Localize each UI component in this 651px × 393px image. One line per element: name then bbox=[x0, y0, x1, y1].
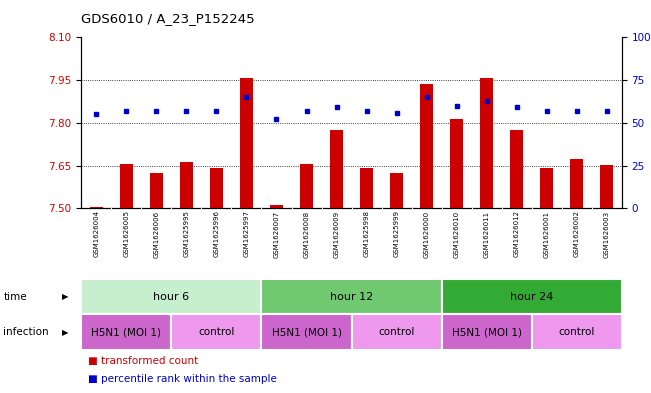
Text: H5N1 (MOI 1): H5N1 (MOI 1) bbox=[452, 327, 521, 337]
Text: GSM1626002: GSM1626002 bbox=[574, 210, 579, 257]
Text: GSM1626001: GSM1626001 bbox=[544, 210, 549, 257]
Bar bbox=[210, 167, 223, 208]
Bar bbox=[270, 205, 283, 208]
Text: GSM1626012: GSM1626012 bbox=[514, 210, 519, 257]
Text: ▶: ▶ bbox=[62, 328, 68, 336]
Bar bbox=[180, 162, 193, 208]
Text: ▶: ▶ bbox=[62, 292, 68, 301]
Bar bbox=[120, 164, 133, 208]
Bar bbox=[570, 159, 583, 208]
Text: GSM1626006: GSM1626006 bbox=[154, 210, 159, 257]
Bar bbox=[81, 279, 262, 314]
Text: GSM1626005: GSM1626005 bbox=[124, 210, 130, 257]
Text: GSM1625997: GSM1625997 bbox=[243, 210, 249, 257]
Text: H5N1 (MOI 1): H5N1 (MOI 1) bbox=[91, 327, 161, 337]
Bar bbox=[360, 167, 373, 208]
Text: H5N1 (MOI 1): H5N1 (MOI 1) bbox=[271, 327, 342, 337]
Text: control: control bbox=[199, 327, 234, 337]
Text: infection: infection bbox=[3, 327, 49, 337]
Bar bbox=[441, 279, 622, 314]
Text: hour 24: hour 24 bbox=[510, 292, 553, 302]
Text: GSM1625998: GSM1625998 bbox=[363, 210, 370, 257]
Text: GSM1625999: GSM1625999 bbox=[394, 210, 400, 257]
Bar bbox=[352, 314, 441, 350]
Bar bbox=[540, 167, 553, 208]
Text: GSM1626007: GSM1626007 bbox=[273, 210, 279, 257]
Text: GSM1626010: GSM1626010 bbox=[454, 210, 460, 257]
Bar bbox=[262, 279, 441, 314]
Bar bbox=[262, 314, 352, 350]
Text: GSM1625996: GSM1625996 bbox=[214, 210, 219, 257]
Text: GSM1626004: GSM1626004 bbox=[93, 210, 100, 257]
Bar bbox=[600, 165, 613, 208]
Text: control: control bbox=[559, 327, 595, 337]
Text: GSM1626009: GSM1626009 bbox=[333, 210, 340, 257]
Bar bbox=[390, 173, 404, 208]
Bar bbox=[420, 84, 434, 208]
Text: ■ transformed count: ■ transformed count bbox=[88, 356, 198, 366]
Text: GSM1626008: GSM1626008 bbox=[303, 210, 309, 257]
Text: GSM1626003: GSM1626003 bbox=[603, 210, 610, 257]
Bar bbox=[330, 130, 343, 208]
Bar bbox=[450, 119, 464, 208]
Bar bbox=[441, 314, 532, 350]
Bar bbox=[240, 78, 253, 208]
Text: GSM1625995: GSM1625995 bbox=[184, 210, 189, 257]
Bar bbox=[171, 314, 262, 350]
Text: hour 12: hour 12 bbox=[330, 292, 373, 302]
Bar bbox=[81, 314, 171, 350]
Bar bbox=[480, 78, 493, 208]
Bar bbox=[510, 130, 523, 208]
Bar bbox=[90, 207, 103, 208]
Text: control: control bbox=[378, 327, 415, 337]
Text: time: time bbox=[3, 292, 27, 302]
Text: hour 6: hour 6 bbox=[154, 292, 189, 302]
Text: GSM1626000: GSM1626000 bbox=[424, 210, 430, 257]
Bar bbox=[299, 164, 313, 208]
Text: ■ percentile rank within the sample: ■ percentile rank within the sample bbox=[88, 375, 277, 384]
Text: GDS6010 / A_23_P152245: GDS6010 / A_23_P152245 bbox=[81, 12, 255, 25]
Bar bbox=[532, 314, 622, 350]
Bar bbox=[150, 173, 163, 208]
Text: GSM1626011: GSM1626011 bbox=[484, 210, 490, 257]
